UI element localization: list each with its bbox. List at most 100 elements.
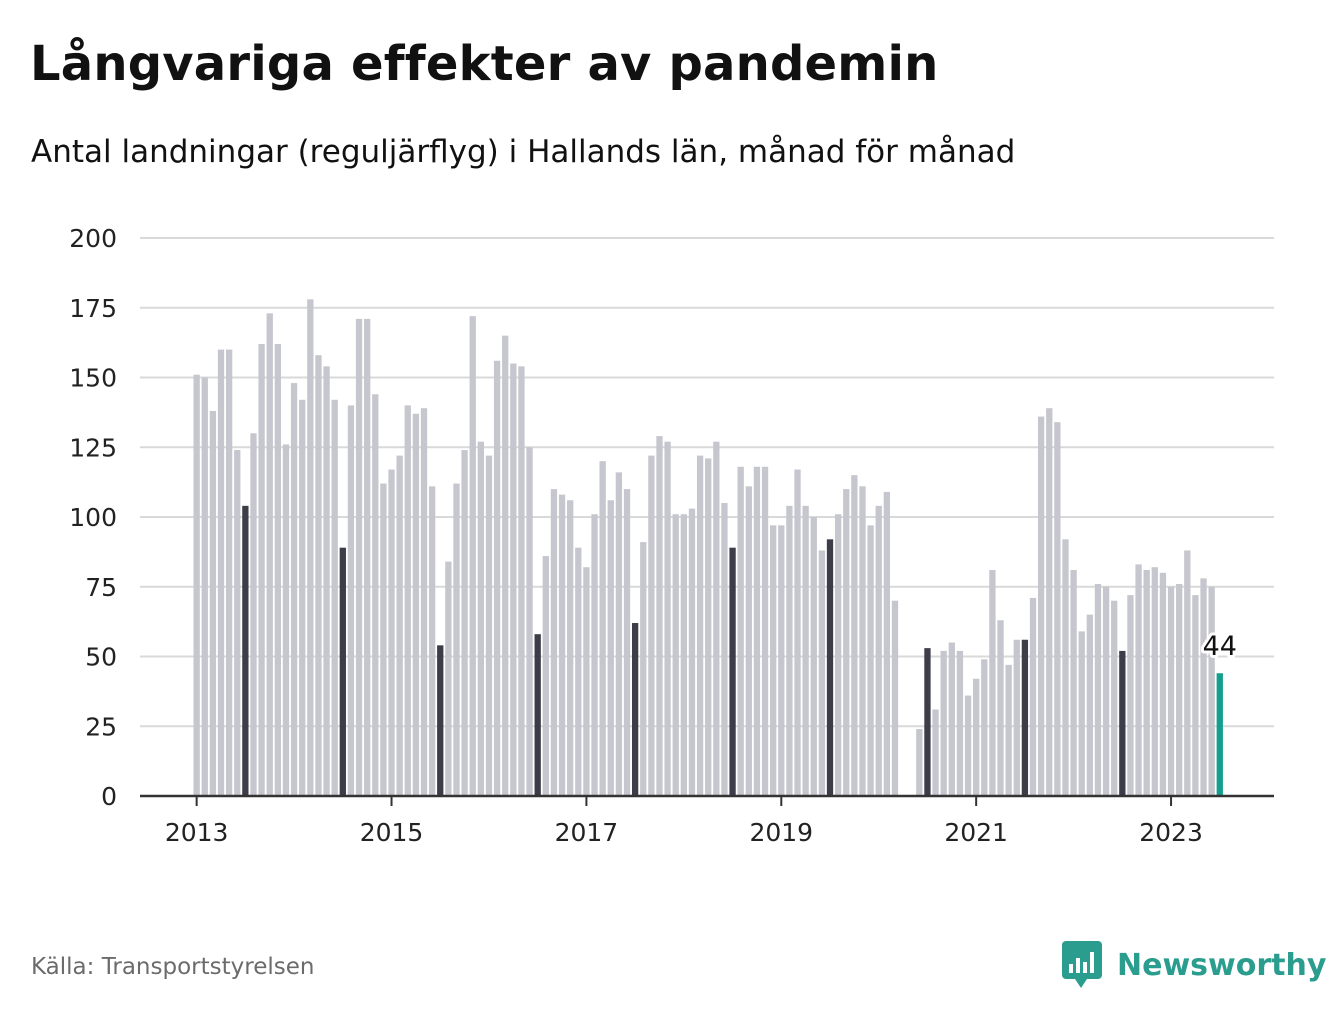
bar [339, 547, 346, 796]
bar [607, 500, 614, 796]
bar [583, 567, 590, 796]
bar [209, 410, 217, 796]
bar [1102, 586, 1110, 796]
bar [518, 366, 525, 796]
bar [656, 436, 663, 796]
bar [1078, 631, 1085, 796]
bar [396, 455, 403, 796]
bar [705, 458, 712, 796]
y-tick-label: 150 [69, 364, 117, 393]
bar [1119, 650, 1126, 796]
bar [299, 399, 306, 796]
bar [818, 550, 826, 796]
bar [615, 472, 623, 796]
x-tick-label: 2013 [165, 818, 229, 847]
bar [575, 547, 582, 796]
bar [331, 399, 338, 796]
bar [274, 344, 281, 796]
y-tick-label: 75 [85, 573, 117, 602]
bar [364, 318, 371, 796]
bar [388, 469, 395, 796]
bar [1021, 639, 1029, 796]
bar [932, 709, 939, 796]
bar [372, 394, 379, 796]
chart-title: Långvariga effekter av pandemin [30, 36, 939, 92]
bar [1208, 586, 1215, 796]
x-tick-label: 2017 [555, 818, 619, 847]
bar [315, 355, 322, 796]
bar [323, 366, 330, 796]
bar [445, 561, 452, 796]
bar [794, 469, 801, 796]
bar [761, 466, 769, 796]
brand-logo: Newsworthy [1061, 940, 1326, 990]
y-tick-label: 50 [85, 643, 117, 672]
bar [469, 316, 476, 796]
x-tick-label: 2023 [1139, 818, 1203, 847]
bar-chart: 0 25 50 75 100 125 150 175 200 2013 2015 2017 2019 20… [69, 224, 1274, 847]
bar [502, 335, 509, 796]
bar [770, 525, 777, 796]
bar [924, 648, 931, 796]
bar [688, 508, 696, 796]
bar [225, 349, 233, 796]
bar [453, 483, 460, 796]
bar [307, 299, 314, 796]
bar [599, 461, 606, 796]
bar [623, 489, 631, 796]
bar [1054, 422, 1061, 796]
bar [493, 360, 501, 796]
bar [810, 517, 817, 796]
bar [1046, 408, 1053, 796]
bar [640, 542, 647, 796]
bar [591, 514, 598, 796]
bar [201, 377, 208, 796]
bar [217, 349, 225, 796]
bar [737, 466, 744, 796]
bar [380, 483, 387, 796]
bar [542, 556, 549, 796]
bar [1200, 578, 1207, 796]
bar [1111, 600, 1118, 796]
bar [1184, 550, 1191, 796]
bar [834, 514, 842, 796]
bar [680, 514, 687, 796]
bar [843, 489, 850, 796]
bar [242, 505, 249, 796]
bar [1167, 586, 1175, 796]
bar [558, 494, 566, 796]
bar [347, 405, 355, 796]
bar [883, 491, 890, 796]
brand-name: Newsworthy [1117, 947, 1327, 983]
bar [290, 383, 298, 796]
bar [1159, 572, 1167, 796]
bar [1135, 564, 1142, 796]
bar [745, 486, 752, 796]
bar [1005, 664, 1012, 796]
bar [981, 659, 988, 796]
bar [1143, 570, 1150, 796]
bar [713, 441, 720, 796]
bar [891, 600, 899, 796]
bar [664, 441, 671, 796]
bar [193, 374, 200, 796]
bar [420, 408, 428, 796]
bar-latest [1216, 673, 1223, 796]
bar [477, 441, 484, 796]
bar [234, 450, 241, 796]
bar [428, 486, 436, 796]
bar [1029, 597, 1037, 796]
bar [258, 344, 265, 796]
bar [510, 363, 517, 796]
bar [355, 318, 363, 796]
bar [867, 525, 874, 796]
bar [672, 514, 679, 796]
bar [826, 539, 834, 796]
bar [940, 650, 947, 796]
bar [1094, 583, 1102, 796]
y-tick-label: 175 [69, 294, 117, 323]
bar [696, 455, 704, 796]
bar [859, 486, 866, 796]
bar [534, 634, 541, 796]
latest-value-label: 44 [1203, 631, 1237, 662]
